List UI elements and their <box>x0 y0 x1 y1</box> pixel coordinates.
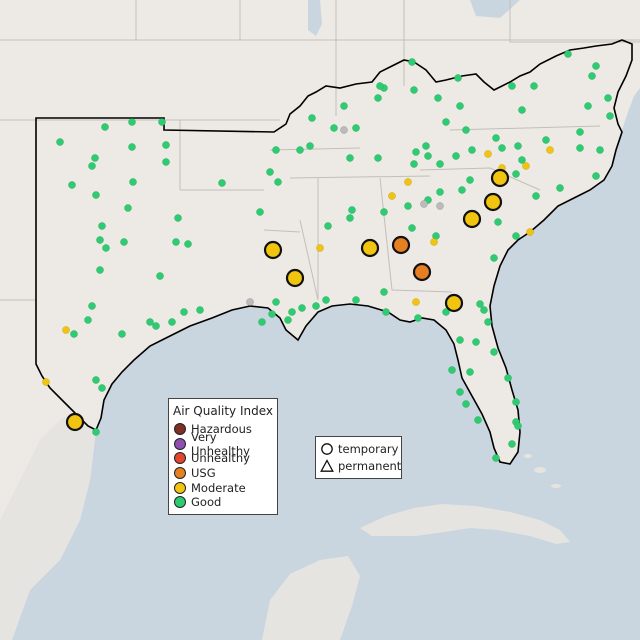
temporary-monitor-moderate[interactable] <box>490 168 510 188</box>
triangle-icon <box>320 458 334 472</box>
temporary-monitor-moderate[interactable] <box>285 268 305 288</box>
legend-label: Good <box>191 495 222 510</box>
legend-label: Very Unhealthy <box>191 429 250 458</box>
legend-swatch <box>174 423 186 436</box>
legend-label: USG <box>191 466 216 481</box>
legend-swatch <box>174 496 186 509</box>
legend-label: temporary <box>338 441 399 456</box>
good-sites <box>56 50 614 462</box>
temporary-monitor-sites[interactable] <box>65 168 510 432</box>
great-lakes <box>308 0 520 36</box>
yucatan-land <box>262 556 360 640</box>
temporary-monitor-moderate[interactable] <box>483 192 503 212</box>
no-data-sites <box>246 126 444 306</box>
legend-item-very-unhealthy: Very Unhealthy <box>169 430 277 458</box>
legend-label: Hazardous <box>191 422 252 437</box>
temporary-monitor-usg[interactable] <box>391 235 411 255</box>
cuba-land <box>360 504 570 544</box>
temporary-monitor-moderate[interactable] <box>263 240 283 260</box>
bahamas-islands <box>524 454 561 488</box>
temporary-monitor-moderate[interactable] <box>462 209 482 229</box>
temporary-monitor-moderate[interactable] <box>360 238 380 258</box>
legend-item-unhealthy: Unhealthy <box>169 451 277 466</box>
state-boundaries <box>0 0 640 301</box>
legend-item-good: Good <box>169 495 277 510</box>
temporary-monitor-moderate[interactable] <box>65 412 85 432</box>
legend-swatch <box>174 452 186 465</box>
mexico-land <box>0 418 96 640</box>
legend-title: Air Quality Index <box>172 404 274 418</box>
legend-item-moderate: Moderate <box>169 480 277 495</box>
legend-item-permanent: permanent <box>316 457 401 474</box>
temporary-monitor-usg[interactable] <box>412 262 432 282</box>
aqi-legend: Air Quality Index Hazardous Very Unhealth… <box>168 398 278 515</box>
monitor-type-legend: temporary permanent <box>315 436 402 479</box>
legend-swatch <box>174 437 186 450</box>
region-outline <box>35 39 633 465</box>
legend-item-temporary: temporary <box>316 440 401 457</box>
legend-swatch <box>174 481 186 494</box>
temporary-monitor-moderate[interactable] <box>444 293 464 313</box>
legend-label: permanent <box>338 458 402 473</box>
legend-label: Moderate <box>191 480 246 495</box>
ocean <box>0 88 640 640</box>
legend-item-usg: USG <box>169 466 277 481</box>
legend-label: Unhealthy <box>191 451 250 466</box>
legend-swatch <box>174 467 186 480</box>
circle-icon <box>321 442 333 455</box>
legend-item-hazardous: Hazardous <box>169 422 277 437</box>
